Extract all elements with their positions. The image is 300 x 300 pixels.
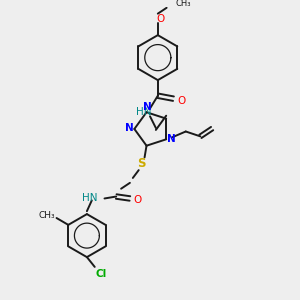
Text: O: O [177,96,185,106]
Text: S: S [137,157,146,170]
Text: N: N [167,134,176,144]
Text: CH₃: CH₃ [176,0,191,8]
Text: N: N [143,102,152,112]
Text: Cl: Cl [96,269,107,279]
Text: HN: HN [136,107,152,117]
Text: N: N [125,123,134,133]
Text: O: O [157,14,165,23]
Text: CH₃: CH₃ [38,211,55,220]
Text: HN: HN [82,194,98,203]
Text: O: O [134,195,142,206]
